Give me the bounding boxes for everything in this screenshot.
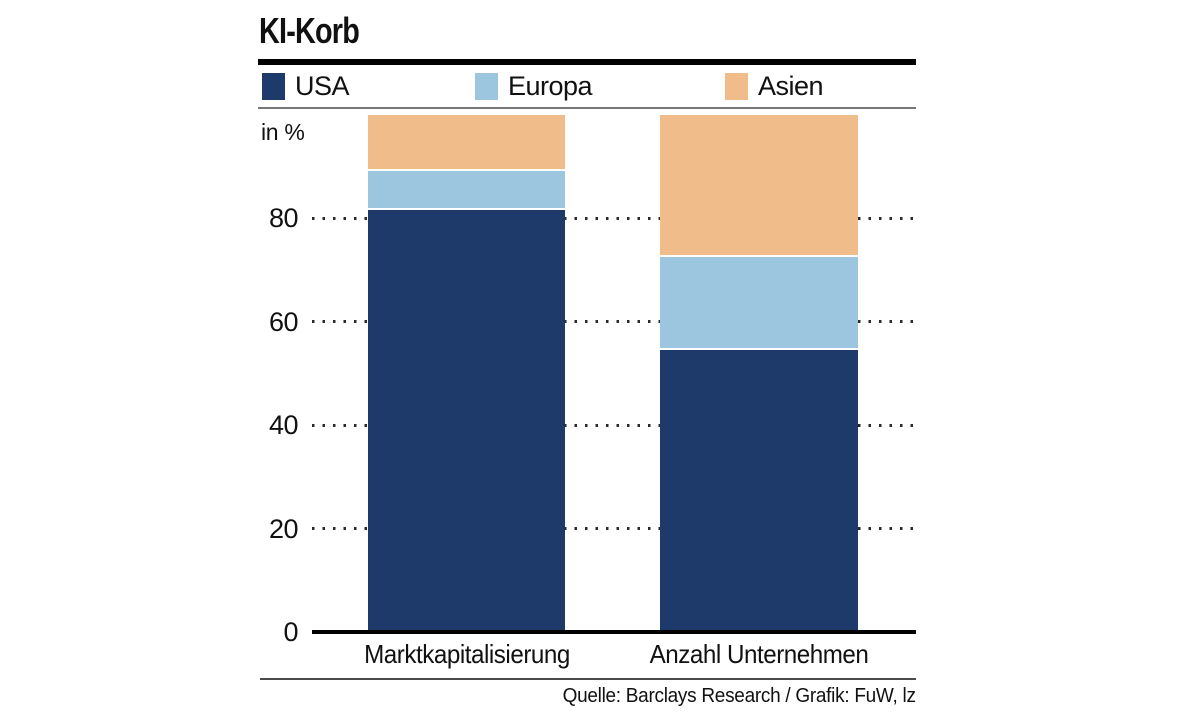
legend-label-europa: Europa xyxy=(508,70,593,101)
source-credit: Quelle: Barclays Research / Grafik: FuW,… xyxy=(562,685,916,707)
title-rule xyxy=(258,59,916,65)
x-category-label-1: Marktkapitalisierung xyxy=(363,639,570,669)
footer-divider xyxy=(260,678,916,680)
legend-swatch-europa xyxy=(475,72,498,100)
gridline-60 xyxy=(312,320,916,324)
bar-2-segment-asien xyxy=(660,115,858,255)
x-axis-baseline xyxy=(312,630,916,634)
x-category-label-2: Anzahl Unternehmen xyxy=(649,639,869,669)
gridline-40 xyxy=(312,423,916,427)
legend-swatch-asien xyxy=(725,72,748,100)
y-tick-label-60: 60 xyxy=(268,306,299,337)
legend-item-europa: Europa xyxy=(475,70,593,101)
legend-item-asien: Asien xyxy=(725,70,824,101)
y-tick-label-80: 80 xyxy=(268,203,299,234)
y-axis-unit-label: in % xyxy=(261,119,305,145)
y-tick-label-20: 20 xyxy=(268,513,299,544)
bar-2-segment-europa xyxy=(660,254,858,348)
bar-1-segment-usa xyxy=(368,208,565,632)
bar-2-segment-usa xyxy=(660,347,858,632)
legend-swatch-usa xyxy=(262,72,285,100)
plot-top-border xyxy=(258,107,916,109)
chart-title: KI-Korb xyxy=(259,10,360,51)
bar-1-segment-europa xyxy=(368,169,565,209)
bar-1-segment-asien xyxy=(368,115,565,170)
gridline-20 xyxy=(312,527,916,531)
y-tick-label-0: 0 xyxy=(283,617,298,647)
gridline-80 xyxy=(312,216,916,220)
legend-label-usa: USA xyxy=(295,70,350,101)
y-tick-label-40: 40 xyxy=(268,410,299,441)
legend-item-usa: USA xyxy=(262,70,350,101)
legend-label-asien: Asien xyxy=(758,70,824,101)
